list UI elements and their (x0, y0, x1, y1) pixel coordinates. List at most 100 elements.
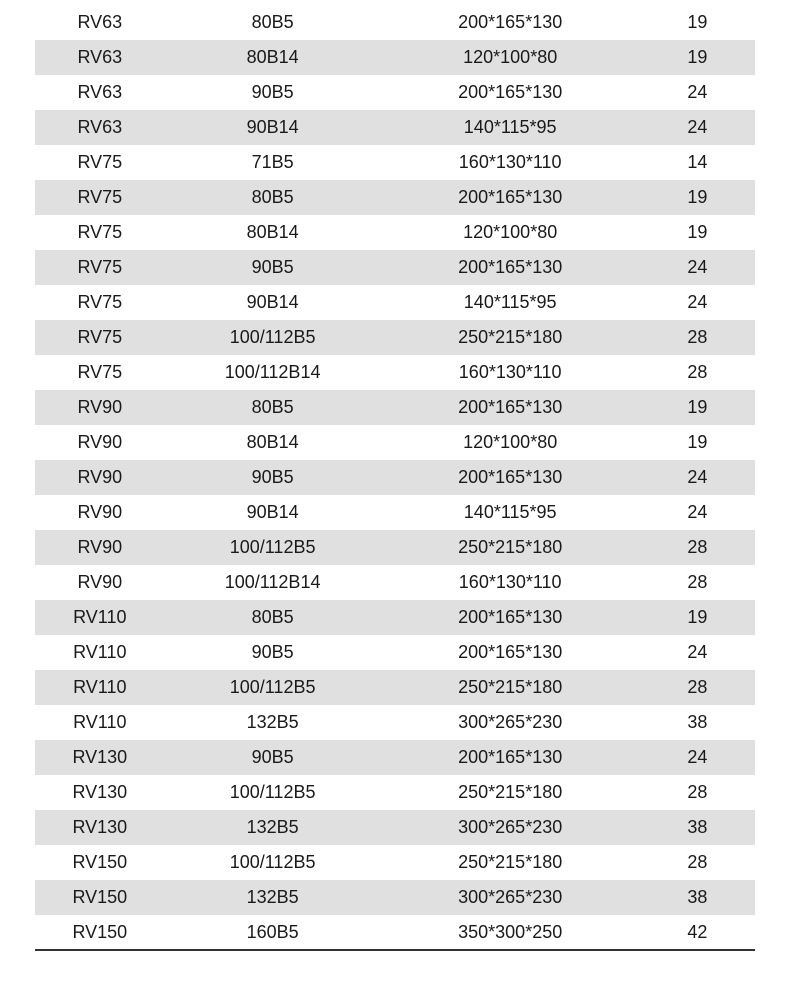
table-cell: 90B5 (165, 460, 381, 495)
table-cell: RV90 (35, 495, 165, 530)
table-cell: 132B5 (165, 880, 381, 915)
table-row: RV13090B5200*165*13024 (35, 740, 755, 775)
table-cell: 300*265*230 (381, 880, 640, 915)
table-cell: 80B14 (165, 40, 381, 75)
table-cell: 19 (640, 390, 755, 425)
table-cell: RV130 (35, 740, 165, 775)
table-cell: RV110 (35, 705, 165, 740)
table-cell: 120*100*80 (381, 215, 640, 250)
table-row: RV11090B5200*165*13024 (35, 635, 755, 670)
table-cell: 300*265*230 (381, 810, 640, 845)
table-cell: RV75 (35, 215, 165, 250)
table-cell: 90B5 (165, 75, 381, 110)
table-cell: RV75 (35, 285, 165, 320)
table-cell: 250*215*180 (381, 320, 640, 355)
table-cell: RV90 (35, 565, 165, 600)
table-cell: 350*300*250 (381, 915, 640, 950)
table-cell: 19 (640, 5, 755, 40)
table-cell: 24 (640, 495, 755, 530)
table-cell: 14 (640, 145, 755, 180)
table-cell: 80B5 (165, 600, 381, 635)
table-row: RV130100/112B5250*215*18028 (35, 775, 755, 810)
table-cell: 140*115*95 (381, 495, 640, 530)
table-row: RV110100/112B5250*215*18028 (35, 670, 755, 705)
table-cell: 24 (640, 635, 755, 670)
table-cell: 140*115*95 (381, 110, 640, 145)
table-cell: 90B5 (165, 740, 381, 775)
table-cell: 100/112B14 (165, 355, 381, 390)
table-row: RV150132B5300*265*23038 (35, 880, 755, 915)
table-cell: RV90 (35, 460, 165, 495)
table-row: RV9080B14120*100*8019 (35, 425, 755, 460)
table-cell: 19 (640, 600, 755, 635)
table-cell: 132B5 (165, 810, 381, 845)
table-cell: 28 (640, 320, 755, 355)
table-cell: 71B5 (165, 145, 381, 180)
table-cell: 300*265*230 (381, 705, 640, 740)
table-cell: 24 (640, 460, 755, 495)
table-row: RV7590B14140*115*9524 (35, 285, 755, 320)
table-cell: 24 (640, 75, 755, 110)
table-cell: 100/112B5 (165, 845, 381, 880)
table-cell: 160*130*110 (381, 355, 640, 390)
table-cell: 38 (640, 705, 755, 740)
table-row: RV7571B5160*130*11014 (35, 145, 755, 180)
table-cell: 200*165*130 (381, 75, 640, 110)
table-row: RV11080B5200*165*13019 (35, 600, 755, 635)
table-cell: RV75 (35, 320, 165, 355)
table-cell: 200*165*130 (381, 250, 640, 285)
spec-table: RV6380B5200*165*13019RV6380B14120*100*80… (35, 5, 755, 951)
table-cell: 28 (640, 355, 755, 390)
table-cell: RV130 (35, 775, 165, 810)
table-cell: RV75 (35, 180, 165, 215)
table-cell: 250*215*180 (381, 775, 640, 810)
table-cell: RV90 (35, 425, 165, 460)
table-cell: RV63 (35, 40, 165, 75)
table-cell: RV75 (35, 355, 165, 390)
table-cell: 160B5 (165, 915, 381, 950)
table-cell: 120*100*80 (381, 40, 640, 75)
table-cell: 140*115*95 (381, 285, 640, 320)
table-cell: 28 (640, 775, 755, 810)
table-cell: 90B5 (165, 635, 381, 670)
table-cell: 100/112B5 (165, 530, 381, 565)
table-cell: 120*100*80 (381, 425, 640, 460)
data-table-container: RV6380B5200*165*13019RV6380B14120*100*80… (35, 0, 755, 951)
table-cell: 90B14 (165, 495, 381, 530)
table-cell: RV150 (35, 880, 165, 915)
table-cell: 90B14 (165, 110, 381, 145)
table-cell: RV90 (35, 530, 165, 565)
table-cell: 200*165*130 (381, 390, 640, 425)
table-cell: RV110 (35, 600, 165, 635)
table-cell: 100/112B14 (165, 565, 381, 600)
table-cell: 160*130*110 (381, 565, 640, 600)
table-cell: 28 (640, 565, 755, 600)
table-cell: RV75 (35, 145, 165, 180)
table-row: RV75100/112B14160*130*11028 (35, 355, 755, 390)
table-cell: RV110 (35, 635, 165, 670)
table-cell: 250*215*180 (381, 845, 640, 880)
table-cell: RV110 (35, 670, 165, 705)
table-body: RV6380B5200*165*13019RV6380B14120*100*80… (35, 5, 755, 950)
table-cell: 200*165*130 (381, 600, 640, 635)
table-cell: 80B14 (165, 425, 381, 460)
table-row: RV6390B5200*165*13024 (35, 75, 755, 110)
table-cell: 28 (640, 845, 755, 880)
table-row: RV7590B5200*165*13024 (35, 250, 755, 285)
table-cell: RV63 (35, 75, 165, 110)
table-cell: RV150 (35, 845, 165, 880)
table-cell: 28 (640, 670, 755, 705)
table-cell: 200*165*130 (381, 180, 640, 215)
table-cell: 19 (640, 180, 755, 215)
table-row: RV6380B5200*165*13019 (35, 5, 755, 40)
table-cell: 24 (640, 250, 755, 285)
table-row: RV130132B5300*265*23038 (35, 810, 755, 845)
table-row: RV9090B14140*115*9524 (35, 495, 755, 530)
table-cell: 90B5 (165, 250, 381, 285)
table-row: RV9080B5200*165*13019 (35, 390, 755, 425)
table-cell: 200*165*130 (381, 635, 640, 670)
table-row: RV7580B5200*165*13019 (35, 180, 755, 215)
table-cell: 38 (640, 810, 755, 845)
table-cell: RV63 (35, 110, 165, 145)
table-cell: 200*165*130 (381, 460, 640, 495)
